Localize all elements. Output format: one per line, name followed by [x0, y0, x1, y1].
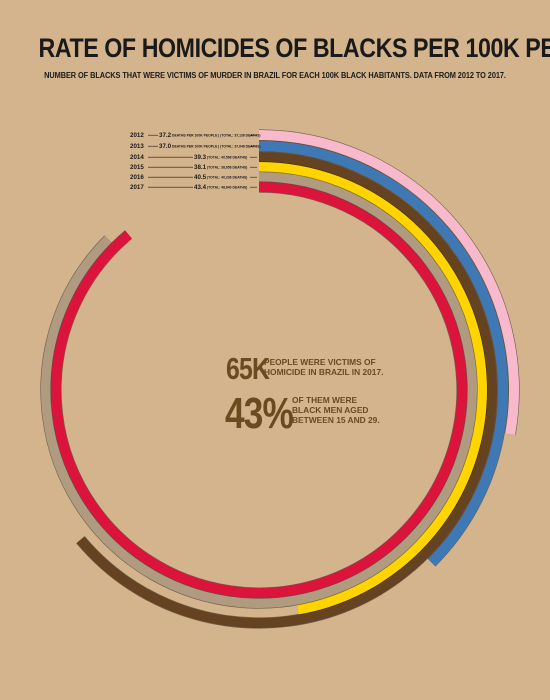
label-value-2013: 37.0: [159, 143, 172, 150]
label-value-2014: 39.3: [194, 154, 207, 161]
label-year-2016: 2016: [130, 174, 144, 181]
ring-2015: [258, 162, 487, 615]
ring-2017: [50, 182, 467, 598]
stat-block-2: 43% OF THEM WERE BLACK MEN AGED BETWEEN …: [225, 389, 405, 439]
stat-65k-line1: PEOPLE WERE VICTIMS OF: [264, 357, 376, 367]
ring-2014: [76, 152, 497, 628]
label-note-2015: (TOTAL: 38,656 DEATHS): [207, 166, 247, 170]
label-note-2012: DEATHS PER 100K PEOPLE | (TOTAL: 37,136 …: [172, 134, 261, 138]
labels-group: 2012 37.2 DEATHS PER 100K PEOPLE | (TOTAL:…: [130, 132, 261, 191]
rings-group: [40, 129, 520, 629]
stat-65k: 65K: [226, 351, 270, 386]
label-value-2015: 38.1: [194, 164, 207, 171]
stat-43pct-line3: BETWEEN 15 AND 29.: [292, 415, 380, 425]
label-year-2015: 2015: [130, 164, 144, 171]
label-value-2017: 43.4: [194, 184, 207, 191]
label-year-2013: 2013: [130, 143, 144, 150]
stat-43pct-line2: BLACK MEN AGED: [292, 405, 369, 415]
label-note-2013: DEATHS PER 100K PEOPLE | (TOTAL: 37,646 …: [172, 145, 261, 149]
ring-2016: [41, 172, 477, 608]
stat-43pct-line1: OF THEM WERE: [292, 395, 358, 405]
label-year-2014: 2014: [130, 154, 144, 161]
ring-2012: [258, 130, 519, 436]
label-value-2016: 40.5: [194, 174, 207, 181]
stat-65k-line2: HOMICIDE IN BRAZIL IN 2017.: [264, 367, 384, 377]
label-year-2012: 2012: [130, 132, 144, 139]
stat-block-1: 65K PEOPLE WERE VICTIMS OF HOMICIDE IN B…: [226, 351, 406, 387]
chart-subtitle: NUMBER OF BLACKS THAT WERE VICTIMS OF MU…: [44, 70, 506, 80]
label-note-2014: (TOTAL: 40,568 DEATHS): [207, 156, 247, 160]
label-note-2017: (TOTAL: 48,640 DEATHS): [207, 186, 247, 190]
stat-43pct: 43%: [225, 389, 294, 438]
label-note-2016: (TOTAL: 40,236 DEATHS): [207, 176, 247, 180]
ring-2013: [258, 141, 508, 567]
label-year-2017: 2017: [130, 184, 144, 191]
chart-title: RATE OF HOMICIDES OF BLACKS PER 100K PEO…: [38, 33, 550, 63]
label-value-2012: 37.2: [159, 132, 172, 139]
